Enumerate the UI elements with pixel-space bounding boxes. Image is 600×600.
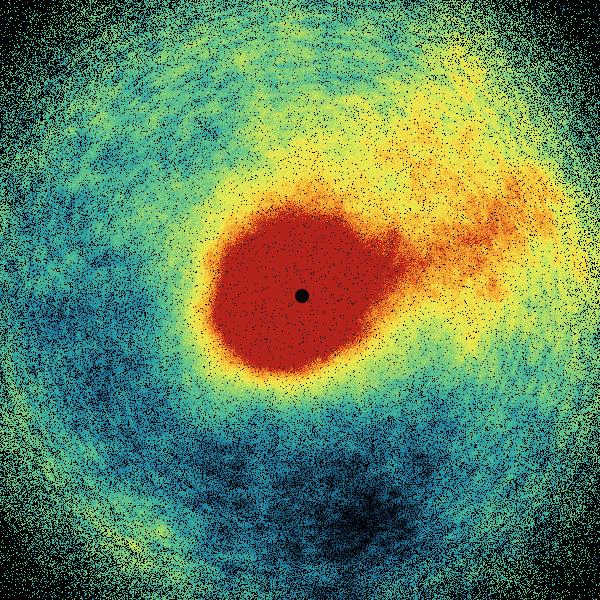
- coronagraph-image-viewport: [0, 0, 600, 600]
- coronagraph-image-canvas: [0, 0, 600, 600]
